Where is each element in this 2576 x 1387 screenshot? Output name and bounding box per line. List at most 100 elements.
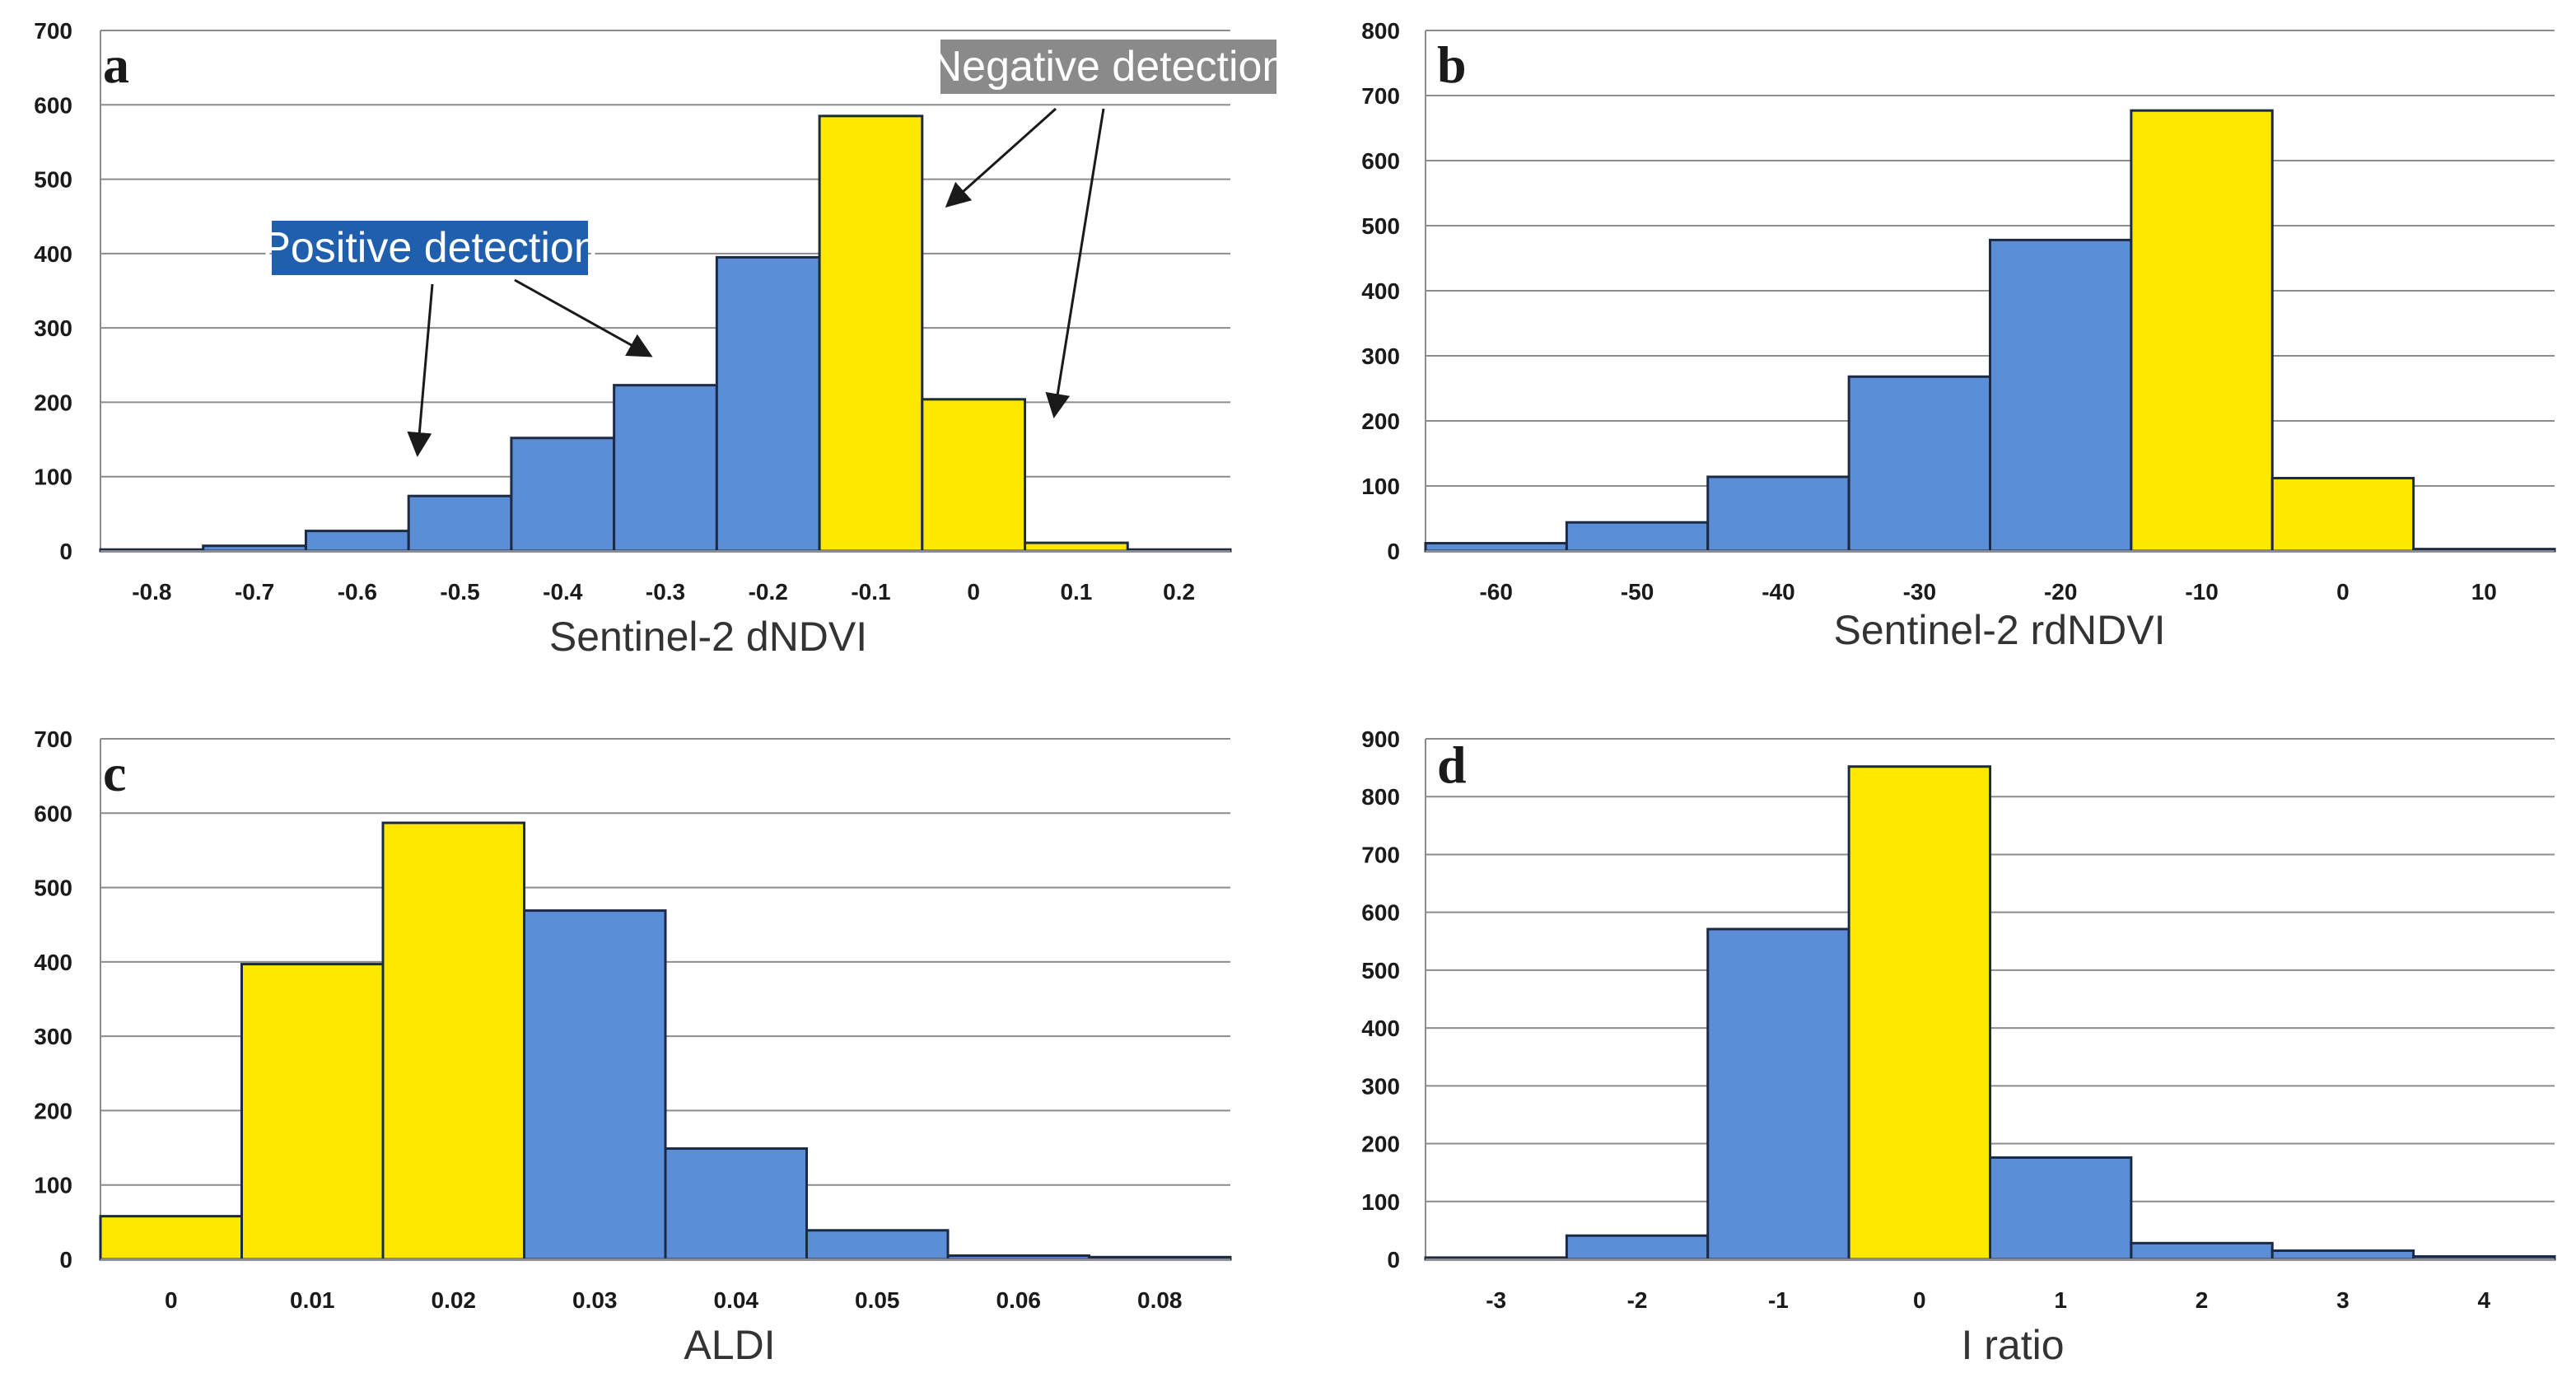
panel-a-x-tick-label: 0.2 bbox=[1163, 579, 1195, 605]
panel-a-x-tick-label: -0.3 bbox=[646, 579, 685, 605]
panel-c-x-tick-label: 0.04 bbox=[714, 1287, 759, 1313]
panel-d-y-tick-label: 0 bbox=[1387, 1247, 1400, 1273]
panel-d-x-tick-label: 2 bbox=[2196, 1287, 2209, 1313]
panel-a-y-tick-label: 0 bbox=[59, 539, 72, 564]
panel-b-y-tick-label: 0 bbox=[1387, 539, 1400, 564]
panel-c-x-tick-label: 0.01 bbox=[290, 1287, 335, 1313]
panel-a-bar--0.6 bbox=[304, 530, 410, 553]
panel-d-y-tick-label: 100 bbox=[1361, 1189, 1400, 1215]
panel-a-x-tick-label: -0.7 bbox=[235, 579, 274, 605]
panel-b-bar--50 bbox=[1565, 521, 1710, 553]
panel-d-x-ticks: -3 -2 -1 0 1 2 3 4 bbox=[1486, 1287, 2490, 1313]
panel-d-y-tick-label: 800 bbox=[1361, 784, 1400, 810]
panel-b-bar--60 bbox=[1424, 542, 1568, 553]
panel-b-x-ticks: -60 -50 -40 -30 -20 -10 0 10 bbox=[1479, 579, 2496, 605]
panel-d-bar--1 bbox=[1706, 927, 1850, 1261]
panel-b-x-tick-label: 10 bbox=[2471, 579, 2497, 605]
panel-c-y-tick-label: 500 bbox=[34, 876, 72, 901]
panel-a-y-tick-label: 400 bbox=[34, 241, 72, 267]
panel-d-bar-1 bbox=[1989, 1156, 2133, 1261]
panel-b-y-tick-label: 500 bbox=[1361, 213, 1400, 239]
panel-a-bar--0.3 bbox=[613, 384, 718, 553]
panel-b-bar--20 bbox=[1989, 238, 2133, 553]
panel-d-y-tick-label: 300 bbox=[1361, 1073, 1400, 1099]
panel-b-x-tick-label: 0 bbox=[2336, 579, 2350, 605]
negative-arrow-1 bbox=[945, 107, 1057, 208]
panel-d-bars bbox=[1424, 765, 2556, 1261]
panel-c-x-tick-label: 0.08 bbox=[1137, 1287, 1183, 1313]
panel-d-bar-2 bbox=[2130, 1241, 2274, 1261]
panel-d-x-tick-label: -3 bbox=[1486, 1287, 1506, 1313]
negative-arrow-2 bbox=[1045, 108, 1105, 418]
panel-a-x-tick-label: -0.5 bbox=[440, 579, 479, 605]
panel-d-x-tick-label: -1 bbox=[1768, 1287, 1789, 1313]
panel-c-y-tick-label: 400 bbox=[34, 950, 72, 975]
panel-d-x-tick-label: -2 bbox=[1627, 1287, 1648, 1313]
positive-arrow-2 bbox=[514, 278, 653, 357]
panel-d-y-tick-label: 600 bbox=[1361, 900, 1400, 926]
panel-b-bar--30 bbox=[1847, 375, 1991, 553]
panel-a-y-tick-label: 500 bbox=[34, 167, 72, 193]
positive-arrow-1 bbox=[407, 283, 434, 457]
panel-b-bar--40 bbox=[1706, 475, 1850, 553]
panel-b-x-tick-label: -10 bbox=[2185, 579, 2218, 605]
panel-b-bar-0 bbox=[2270, 477, 2415, 553]
panel-d-letter: d bbox=[1437, 736, 1467, 794]
panel-a-y-tick-label: 300 bbox=[34, 315, 72, 341]
panel-c-y-tick-label: 700 bbox=[34, 726, 72, 752]
panel-a-x-tick-label: -0.8 bbox=[132, 579, 171, 605]
panel-c-letter: c bbox=[103, 744, 126, 802]
panel-c-y-tick-label: 600 bbox=[34, 801, 72, 826]
panel-c-bar-0.05 bbox=[805, 1229, 950, 1261]
panel-a-x-tick-label: -0.2 bbox=[749, 579, 788, 605]
panel-d-y-tick-label: 900 bbox=[1361, 726, 1400, 752]
panel-b-x-tick-label: -50 bbox=[1621, 579, 1654, 605]
panel-c-x-axis-label: ALDI bbox=[684, 1322, 775, 1368]
panel-c-bar-0.03 bbox=[523, 909, 667, 1261]
panel-a-bar--0.2 bbox=[715, 255, 821, 553]
panel-b-y-tick-label: 400 bbox=[1361, 278, 1400, 304]
panel-d-bar-0 bbox=[1847, 765, 1991, 1261]
panel-b-y-tick-label: 100 bbox=[1361, 474, 1400, 499]
panel-a-y-ticks: 0 100 200 300 400 500 600 700 bbox=[34, 18, 72, 564]
panel-a-x-tick-label: 0.1 bbox=[1060, 579, 1092, 605]
panel-c-x-tick-label: 0.03 bbox=[572, 1287, 618, 1313]
panel-c-bar-0.04 bbox=[664, 1146, 808, 1261]
panel-c-x-tick-label: 0.05 bbox=[855, 1287, 900, 1313]
panel-d-x-tick-label: 0 bbox=[1913, 1287, 1926, 1313]
panel-d-y-tick-label: 500 bbox=[1361, 958, 1400, 983]
panel-d-x-tick-label: 4 bbox=[2478, 1287, 2491, 1313]
negative-detection-label: Negative detection bbox=[931, 43, 1286, 91]
panel-b-x-tick-label: -40 bbox=[1762, 579, 1794, 605]
panel-d-x-tick-label: 1 bbox=[2054, 1287, 2067, 1313]
panel-a-bar--0.1 bbox=[818, 114, 924, 553]
panel-c-bar-0 bbox=[99, 1215, 243, 1261]
panel-b-x-tick-label: -30 bbox=[1903, 579, 1936, 605]
panel-c-y-tick-label: 200 bbox=[34, 1098, 72, 1123]
positive-detection-label-bg bbox=[272, 221, 588, 275]
panel-c: 0 100 200 300 400 500 600 700 0 0.01 0.02 0.03 0.04… bbox=[34, 726, 1232, 1368]
panel-c-bars bbox=[99, 821, 1232, 1261]
panel-d-y-tick-label: 700 bbox=[1361, 842, 1400, 867]
panel-c-y-tick-label: 0 bbox=[59, 1247, 72, 1273]
panel-b-letter: b bbox=[1437, 35, 1467, 94]
panel-a-x-axis-label: Sentinel-2 dNDVI bbox=[549, 614, 867, 660]
panel-c-y-tick-label: 100 bbox=[34, 1173, 72, 1198]
panel-d-y-tick-label: 200 bbox=[1361, 1132, 1400, 1157]
positive-detection-label: Positive detection bbox=[262, 224, 598, 272]
panel-d-x-tick-label: 3 bbox=[2336, 1287, 2350, 1313]
panel-b-x-tick-label: -60 bbox=[1479, 579, 1512, 605]
panel-a-bar--0.4 bbox=[510, 437, 616, 553]
panel-a-x-tick-label: -0.6 bbox=[338, 579, 377, 605]
panel-a-bar-0.1 bbox=[1024, 541, 1129, 553]
panel-c-x-tick-label: 0.06 bbox=[996, 1287, 1042, 1313]
panel-c-y-tick-label: 300 bbox=[34, 1024, 72, 1049]
panel-a-x-tick-label: -0.4 bbox=[543, 579, 583, 605]
panel-b-y-tick-label: 200 bbox=[1361, 409, 1400, 434]
panel-b-bar--10 bbox=[2130, 109, 2274, 553]
panel-c-x-ticks: 0 0.01 0.02 0.03 0.04 0.05 0.06 0.08 bbox=[165, 1287, 1183, 1313]
panel-a-bar-0 bbox=[921, 398, 1027, 553]
panel-b-y-tick-label: 800 bbox=[1361, 18, 1400, 44]
panel-c-y-ticks: 0 100 200 300 400 500 600 700 bbox=[34, 726, 72, 1273]
